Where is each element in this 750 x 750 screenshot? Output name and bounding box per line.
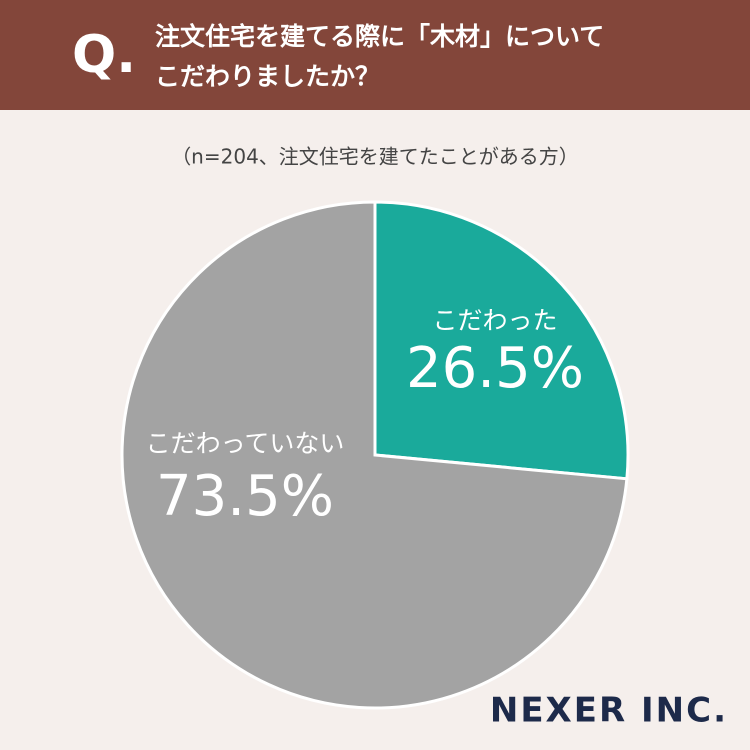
pie-slice [373,200,630,481]
value-label: 26.5% [406,336,584,401]
pie-slice [120,200,629,710]
chart-title: 注文住宅を建てる際に「木材」について [155,22,604,51]
question-mark: Q. [72,25,136,85]
header [0,0,750,110]
slice-label: こだわっていない [146,429,345,458]
chart-title: こだわりましたか？ [155,62,380,91]
chart-subtitle: （n=204、注文住宅を建てたことがある方） [171,145,579,169]
value-label: 73.5% [156,464,334,529]
slice-label: こだわった [432,306,557,335]
brand: NEXER INC. [490,691,728,731]
